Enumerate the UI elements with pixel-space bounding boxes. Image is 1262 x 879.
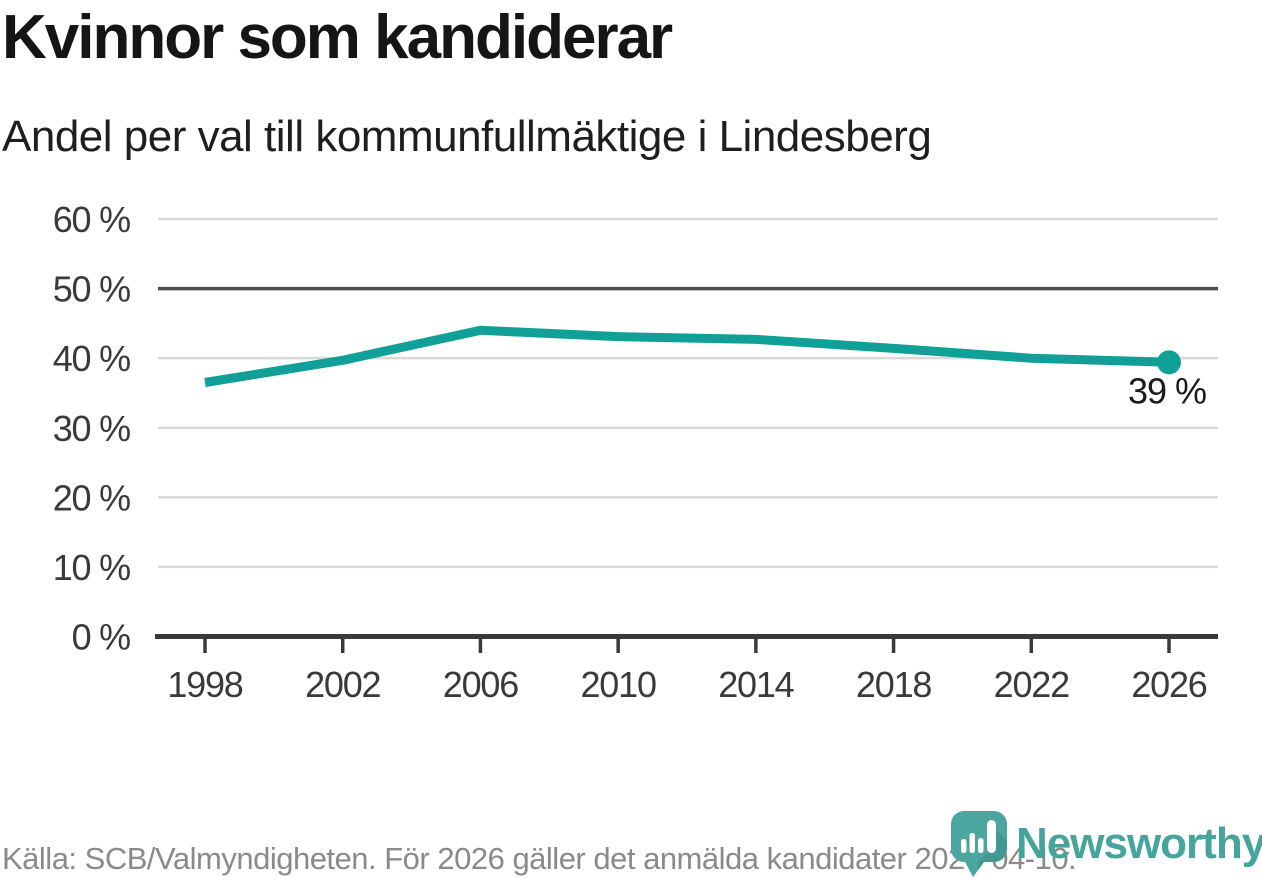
y-tick-label: 60 % xyxy=(53,199,130,240)
y-tick-label: 30 % xyxy=(53,408,130,449)
y-tick-label: 50 % xyxy=(53,269,130,310)
end-value-label: 39 % xyxy=(1128,370,1206,411)
source-note: Källa: SCB/Valmyndigheten. För 2026 gäll… xyxy=(2,841,1077,876)
series-line xyxy=(204,325,1170,387)
x-tick-label: 2006 xyxy=(443,664,518,705)
newsworthy-wordmark: Newsworthy xyxy=(1016,819,1262,868)
end-point-dot xyxy=(1157,350,1181,375)
newsworthy-logo: Newsworthy xyxy=(948,808,1262,879)
newsworthy-pin-barchart-icon xyxy=(951,811,1007,877)
y-tick-label: 40 % xyxy=(53,338,130,379)
x-tick-label: 1998 xyxy=(167,664,242,705)
page-title: Kvinnor som kandiderar xyxy=(2,3,673,72)
y-tick-label: 20 % xyxy=(53,477,130,518)
x-tick-label: 2022 xyxy=(994,664,1069,705)
y-tick-label: 0 % xyxy=(72,617,131,658)
x-tick-label: 2026 xyxy=(1131,664,1206,705)
chart-subtitle: Andel per val till kommunfullmäktige i L… xyxy=(2,112,932,161)
x-tick-label: 2018 xyxy=(856,664,931,705)
x-tick-label: 2014 xyxy=(718,664,793,705)
x-tick-label: 2010 xyxy=(580,664,655,705)
x-tick-label: 2002 xyxy=(305,664,380,705)
y-tick-label: 10 % xyxy=(53,547,130,588)
